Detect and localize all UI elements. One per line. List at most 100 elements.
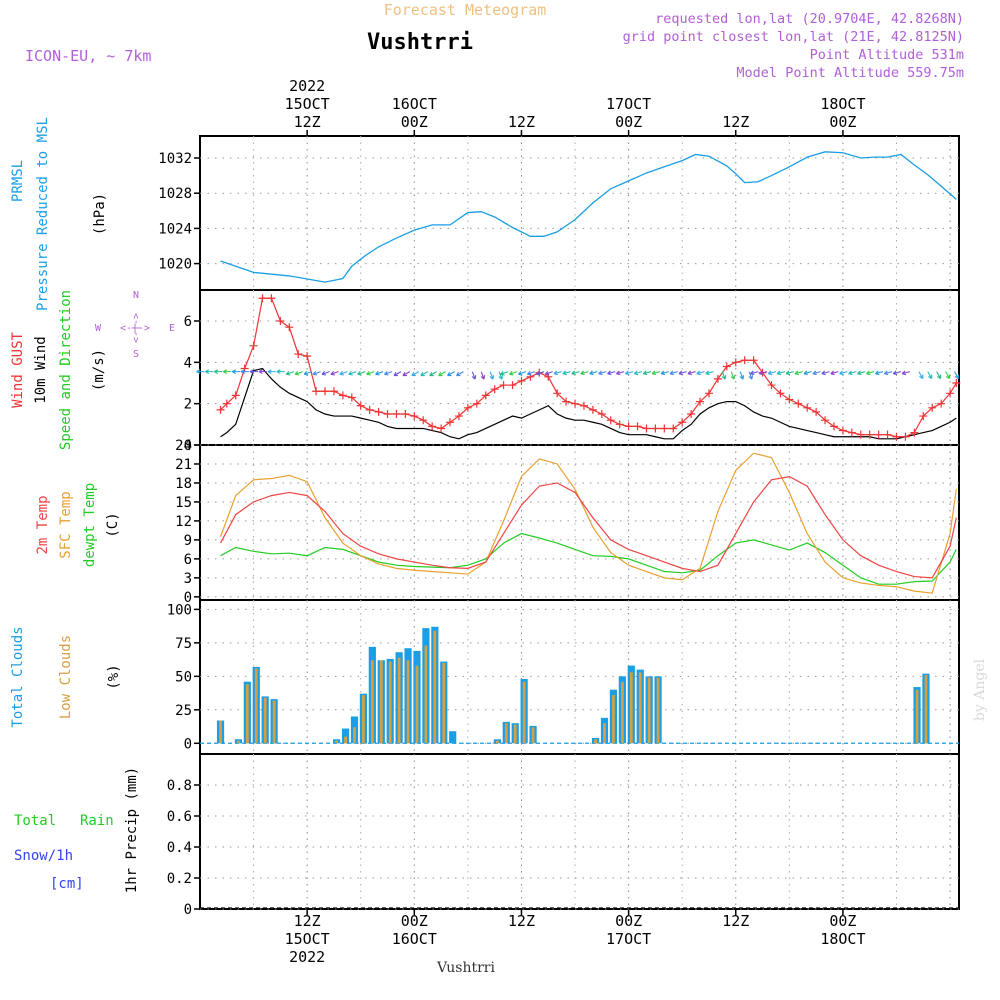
bottom-time-label: 12Z [294,912,321,930]
low-cloud-bar [353,727,356,744]
wind-arrow [231,369,241,375]
gust-marker [669,424,678,433]
wind-arrow [776,370,786,376]
total-cloud-bar [449,731,457,744]
wind-arrow [375,371,384,376]
wind-arrow [705,370,714,376]
gust-marker [785,395,794,404]
gust-marker [294,350,303,359]
wind-arrow [205,369,214,375]
dewpt-line [220,532,957,585]
gust-marker [481,391,490,400]
low-cloud-bar [629,672,633,744]
total-label: Total [14,813,56,829]
wind-arrow [945,371,951,380]
gust-marker [615,420,624,429]
pressure-panel [199,135,960,291]
y-tick-label: 1024 [158,221,192,237]
wind-arrow [589,370,598,376]
y-tick-label: 15 [175,495,192,511]
low-cloud-bar [272,700,276,744]
wind-arrow [607,370,616,376]
gust-marker [794,399,803,408]
top-time-label: 12Z [294,113,321,131]
gust-marker [731,358,740,367]
model-altitude: Model Point Altitude 559.75m [736,65,964,81]
sfc-temp-line [219,452,957,594]
gust-marker [892,432,901,441]
gust-marker [847,428,856,437]
gust-marker [883,430,892,439]
pressure-line [220,151,957,283]
wind-arrow [222,369,232,375]
gust-marker [338,391,347,400]
wind-arrow [651,370,661,376]
wind-arrow [214,369,223,375]
y-tick-label: 1020 [158,257,192,273]
svg-text:N: N [133,290,139,301]
wind-arrow [258,369,267,375]
low-cloud-bar [263,697,267,744]
y-tick-label: 6 [184,314,192,330]
wind-arrow [918,371,924,380]
low-cloud-bar [219,720,222,744]
wind-arrow [500,371,509,376]
wind-arrow [339,371,348,376]
forecast-title: Forecast Meteogram [384,1,547,19]
y-tick-label: 0 [184,590,192,606]
wind-arrow [785,370,794,376]
wind-arrow [580,370,589,376]
gust-marker [812,407,821,416]
y-tick-label: 3 [184,571,192,587]
clouds-unit: (%) [106,664,122,689]
wind-arrow [411,371,420,377]
bottom-time-label: 12Z [508,912,535,930]
wind-arrow [633,370,643,376]
data-series [200,151,961,909]
low-cloud-bar [245,684,249,744]
svg-text:W: W [95,323,102,334]
top-time-label: 17OCT [606,95,651,113]
wind-arrow [509,371,518,376]
wind-arrow [883,370,893,376]
gust-marker [437,424,446,433]
gust-marker [588,405,597,414]
top-time-label: 12Z [722,113,749,131]
low-cloud-bar [433,630,437,744]
wind-arrow [562,370,571,376]
gust-marker [392,410,401,418]
wind-gust-label: Wind GUST [10,332,26,408]
gust-marker [633,422,642,431]
y-tick-label: 0.4 [167,840,192,856]
gust-marker [687,410,696,418]
svg-text:S: S [133,349,139,360]
wind-arrow [393,371,402,377]
wind-arrow [678,370,687,376]
wind-arrow [748,371,754,380]
wind-arrow [624,370,634,376]
gust-marker [838,426,847,435]
wind-arrow [839,370,848,376]
wind-arrow [642,370,652,376]
y-tick-label: 100 [167,602,192,618]
point-altitude: Point Altitude 531m [810,47,964,63]
top-time-label: 00Z [401,113,428,131]
gust-marker [356,401,365,410]
low-cloud-bar [531,727,535,744]
bottom-time-label: 16OCT [392,930,437,948]
low-cloud-bar [415,665,419,744]
gust-marker [749,356,758,365]
y-tick-label: 0.2 [167,871,192,887]
gridlines [194,136,959,910]
wind10-label: 10m Wind [33,336,49,403]
gust-marker [410,412,419,421]
wind-arrow [276,369,285,375]
bottom-time-label: 18OCT [820,930,865,948]
gust-marker [722,362,731,371]
total-cloud-bar [341,728,350,744]
wind-direction-label: Speed and Direction [58,290,74,450]
gust-marker [660,424,669,433]
watermark: by Angel [972,658,988,721]
gust-marker [231,391,240,400]
